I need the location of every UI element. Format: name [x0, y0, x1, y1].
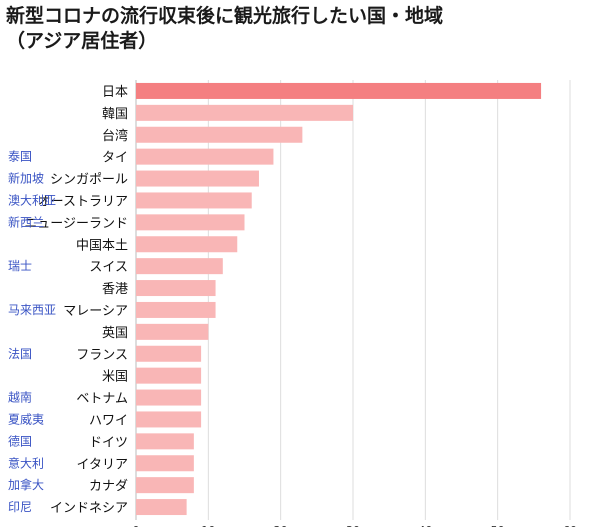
bar — [136, 82, 542, 99]
annotation-label: 加拿大 — [8, 477, 44, 492]
category-label: イタリア — [77, 457, 128, 472]
category-label: ニュージーランド — [24, 216, 128, 231]
tick-layer: 0 10 20 30 40 50 60 — [133, 524, 578, 527]
category-label: 香港 — [102, 282, 128, 297]
annotation-label: 印尼 — [8, 500, 32, 514]
category-label: マレーシア — [63, 304, 128, 319]
category-label: ドイツ — [89, 435, 128, 450]
chart-title-line1: 新型コロナの流行収束後に観光旅行したい国・地域 — [6, 5, 444, 27]
annotation-label: 马来西亚 — [8, 303, 56, 317]
annotation-label: 瑞士 — [8, 259, 32, 273]
grid-layer — [135, 80, 571, 520]
bar — [136, 455, 194, 472]
bar — [136, 236, 238, 253]
category-label: インドネシア — [50, 501, 128, 516]
category-label: シンガポール — [50, 173, 128, 188]
annotation-label: 夏威夷 — [8, 411, 44, 426]
x-tick-label: 0 — [133, 524, 140, 527]
x-tick-label: 10 — [201, 524, 215, 527]
annotation-label: 新加坡 — [8, 171, 44, 186]
x-tick-label: 20 — [274, 524, 288, 527]
bar — [136, 148, 274, 165]
category-label: 中国本土 — [76, 238, 128, 253]
bar — [136, 192, 252, 209]
category-label: カナダ — [89, 479, 128, 494]
x-tick-label: 40 — [418, 524, 432, 527]
category-label: 英国 — [102, 326, 128, 341]
category-label: 米国 — [102, 370, 128, 385]
bar — [136, 367, 202, 384]
annotation-label: 法国 — [8, 347, 32, 361]
category-label: 韓国 — [102, 107, 128, 122]
category-label: ベトナム — [76, 392, 128, 407]
annotation-label: 越南 — [8, 390, 32, 405]
bar — [136, 104, 353, 121]
bar — [136, 499, 187, 516]
category-label: 台湾 — [102, 128, 128, 144]
chart-title-line2: （アジア居住者） — [6, 30, 158, 52]
bar — [136, 433, 194, 450]
x-tick-label: 60 — [563, 524, 577, 527]
bar — [136, 411, 202, 428]
bar — [136, 345, 202, 362]
bar — [136, 477, 194, 494]
category-label: オーストラリア — [38, 194, 128, 209]
bar — [136, 280, 216, 297]
title-block: 新型コロナの流行収束後に観光旅行したい国・地域 （アジア居住者） — [6, 4, 581, 54]
category-label: 日本 — [102, 85, 128, 100]
category-label: タイ — [102, 151, 128, 166]
category-label: スイス — [89, 260, 128, 275]
bar — [136, 214, 245, 231]
category-label: フランス — [76, 348, 128, 363]
annotation-label: 澳大利亚 — [8, 193, 56, 207]
bar — [136, 258, 223, 275]
annotation-label: 意大利 — [8, 455, 44, 470]
bar — [136, 301, 216, 318]
annotation-label: 泰国 — [8, 150, 32, 164]
bar-layer — [136, 82, 542, 516]
bar — [136, 126, 303, 143]
x-tick-label: 30 — [346, 524, 360, 527]
bar — [136, 170, 259, 187]
x-tick-label: 50 — [491, 524, 505, 527]
annotation-label: 德国 — [8, 433, 32, 448]
bar — [136, 389, 202, 406]
annotation-label: 新西兰 — [8, 214, 44, 229]
category-label: ハワイ — [89, 413, 128, 428]
bar — [136, 323, 209, 340]
